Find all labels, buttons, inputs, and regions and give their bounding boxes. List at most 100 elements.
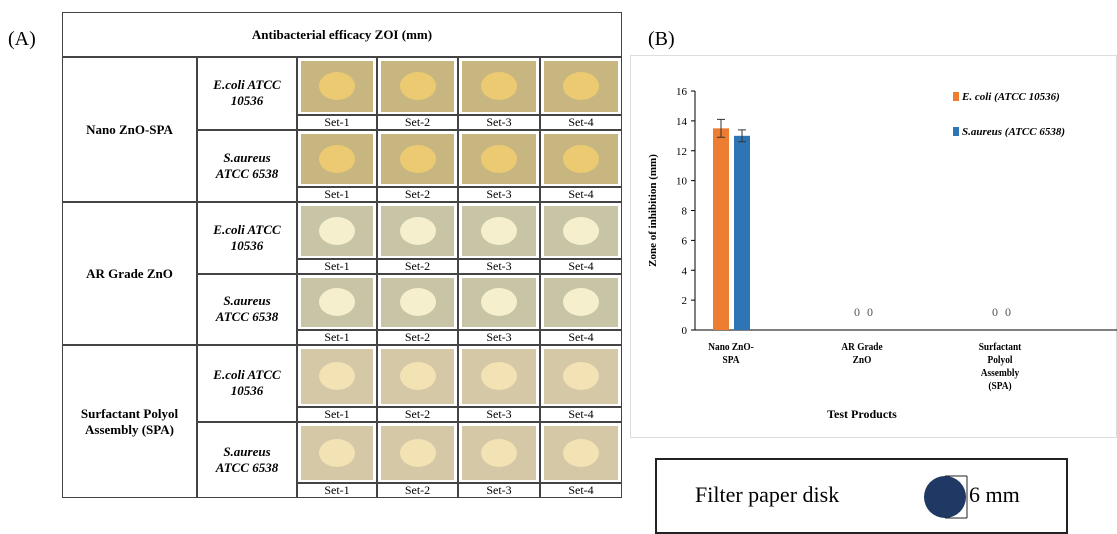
photo-cell: [458, 57, 540, 115]
plate-photo: [301, 206, 373, 256]
group-cell: AR Grade ZnO: [62, 202, 197, 345]
plate-photo: [381, 206, 454, 256]
photo-cell: [377, 202, 458, 259]
bar: [713, 128, 729, 330]
set-label: Set-1: [297, 258, 377, 274]
y-tick-label: 6: [682, 235, 688, 247]
organism-cell: S.aureus ATCC 6538: [197, 421, 297, 498]
plate-photo: [462, 349, 536, 404]
photo-cell: [377, 129, 458, 187]
plate-photo: [381, 133, 454, 184]
inhibition-zone: [481, 144, 517, 173]
disk-label: Filter paper disk: [695, 482, 840, 507]
photo-cell: [377, 421, 458, 483]
set-label: Set-4: [540, 330, 622, 345]
set-label: Set-4: [540, 114, 622, 130]
x-tick-label: AR Grade ZnO: [841, 341, 883, 366]
table-header: Antibacterial efficacy ZOI (mm): [62, 12, 622, 57]
photo-cell: [458, 345, 540, 407]
set-label: Set-3: [458, 114, 540, 130]
plate-photo: [381, 61, 454, 112]
y-tick-label: 4: [682, 265, 688, 277]
set-label: Set-4: [540, 187, 622, 202]
plate-photo: [301, 61, 373, 112]
plate-photo: [544, 349, 618, 404]
organism-cell: S.aureus ATCC 6538: [197, 129, 297, 202]
photo-cell: [540, 421, 622, 483]
plate-photo: [462, 206, 536, 256]
y-tick-label: 12: [676, 146, 687, 158]
set-label: Set-2: [377, 258, 458, 274]
photo-cell: [297, 202, 377, 259]
value-label: 0: [867, 305, 873, 319]
error-bar: [738, 129, 746, 143]
plate-photo: [544, 206, 618, 256]
plate-photo: [301, 133, 373, 184]
set-label: Set-1: [297, 114, 377, 130]
set-label: Set-1: [297, 406, 377, 422]
inhibition-zone: [399, 72, 436, 101]
inhibition-zone: [399, 288, 436, 317]
photo-cell: [297, 129, 377, 187]
y-tick-label: 0: [682, 325, 688, 337]
set-label: Set-3: [458, 258, 540, 274]
photo-cell: [540, 345, 622, 407]
organism-cell: E.coli ATCC 10536: [197, 345, 297, 422]
value-label: 0: [854, 305, 860, 319]
inhibition-zone: [563, 216, 599, 245]
set-label: Set-3: [458, 406, 540, 422]
photo-cell: [540, 273, 622, 330]
photo-cell: [540, 57, 622, 115]
photo-cell: [297, 57, 377, 115]
inhibition-zone: [319, 362, 355, 391]
photo-cell: [458, 273, 540, 330]
bar: [734, 135, 750, 330]
inhibition-zone: [563, 288, 599, 317]
set-label: Set-3: [458, 330, 540, 345]
set-label: Set-4: [540, 406, 622, 422]
inhibition-zone: [399, 362, 436, 391]
panel-label: (B): [648, 28, 675, 50]
plate-photo: [462, 133, 536, 184]
set-label: Set-3: [458, 187, 540, 202]
plate-photo: [381, 349, 454, 404]
plate-photo: [544, 277, 618, 327]
x-tick-label: Surfactant Polyol Assembly (SPA): [978, 341, 1022, 392]
legend-entry: E. coli (ATCC 10536): [961, 91, 1060, 103]
inhibition-zone: [481, 438, 517, 467]
y-tick-label: 14: [676, 116, 688, 128]
photo-cell: [458, 202, 540, 259]
organism-cell: S.aureus ATCC 6538: [197, 273, 297, 345]
photo-cell: [377, 57, 458, 115]
set-label: Set-2: [377, 406, 458, 422]
disk-icon: [924, 475, 968, 519]
inhibition-zone: [319, 216, 355, 245]
inhibition-zone: [399, 216, 436, 245]
organism-cell: E.coli ATCC 10536: [197, 202, 297, 274]
inhibition-zone: [319, 72, 355, 101]
photo-cell: [377, 345, 458, 407]
plate-photo: [462, 425, 536, 480]
organism-cell: E.coli ATCC 10536: [197, 57, 297, 130]
set-label: Set-2: [377, 114, 458, 130]
x-tick-label: Nano ZnO-SPA: [708, 341, 754, 366]
inhibition-zone: [481, 362, 517, 391]
photo-cell: [540, 202, 622, 259]
set-label: Set-1: [297, 483, 377, 498]
set-label: Set-2: [377, 330, 458, 345]
plate-photo: [544, 425, 618, 480]
set-label: Set-4: [540, 483, 622, 498]
inhibition-zone: [563, 144, 599, 173]
inhibition-zone: [399, 438, 436, 467]
error-bar: [717, 118, 725, 138]
set-label: Set-3: [458, 483, 540, 498]
photo-cell: [377, 273, 458, 330]
y-tick-label: 8: [682, 206, 688, 218]
plate-photo: [301, 277, 373, 327]
inhibition-zone: [563, 362, 599, 391]
legend-entry: S.aureus (ATCC 6538): [962, 126, 1065, 138]
zoi-table: Antibacterial efficacy ZOI (mm) Nano ZnO-…: [62, 12, 622, 498]
panel-label: (A): [8, 28, 36, 50]
